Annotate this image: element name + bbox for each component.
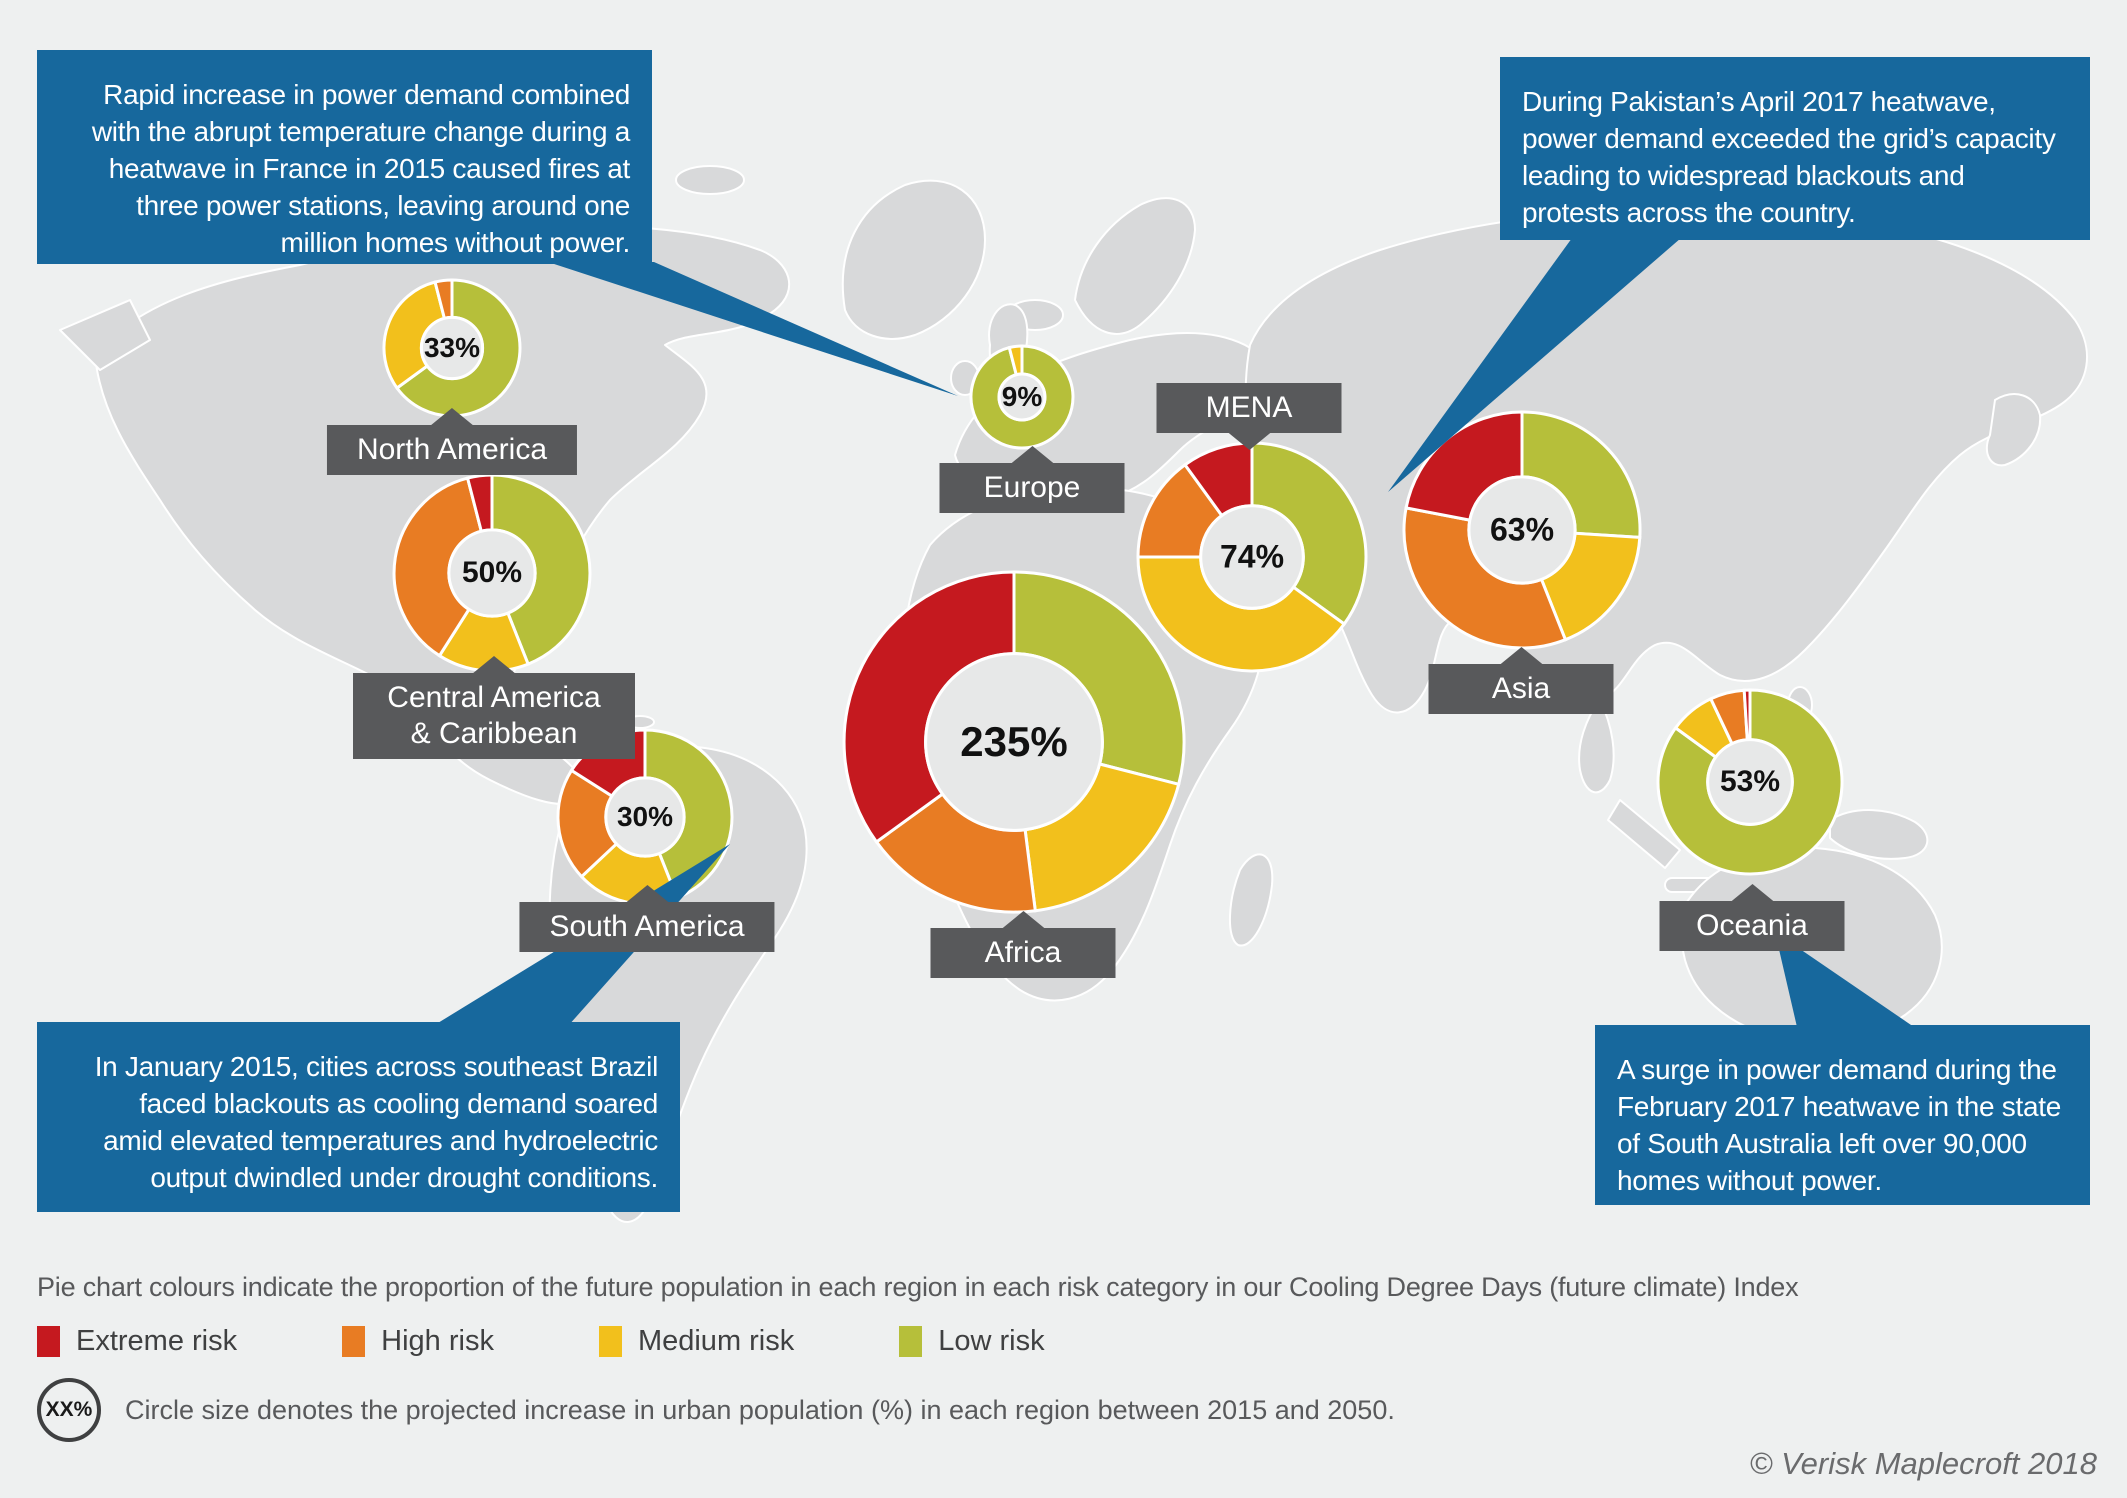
island-japan [1985,393,2042,467]
region-scandinavia [1074,197,1196,335]
region-label-text: Asia [1491,672,1551,705]
extreme-risk-swatch-icon [37,1326,60,1357]
callout-pakistan: During Pakistan’s April 2017 heatwave, p… [1500,57,2090,240]
region-label-asia: Asia [1428,647,1614,714]
island-sumatra [1607,799,1681,869]
circle-size-icon: XX% [37,1378,101,1442]
donut-hole [997,372,1047,422]
high-risk-swatch-icon [342,1326,366,1357]
donut-chart-africa [842,570,1186,914]
callout-australia: A surge in power demand during the Febru… [1595,1025,2090,1205]
copyright: © Verisk Maplecroft 2018 [1749,1446,2097,1481]
callout-brazil: In January 2015, cities across southeast… [37,1022,680,1212]
risk-legend: Extreme risk High risk Medium risk Low r… [37,1325,1798,1358]
region-label-mena: MENA [1156,383,1342,450]
label-pointer-icon [1001,911,1045,929]
donut-center-value-north-america: 33% [423,332,481,363]
donut-hole [419,315,485,381]
donut-chart-central-america-caribbean [392,473,592,673]
legend-item-low-risk: Low risk [899,1325,1045,1358]
donut-center-value-africa: 235% [960,718,1068,765]
low-risk-swatch-icon [899,1326,923,1357]
label-pointer-icon [472,656,516,674]
donut-center-value-europe: 9% [1001,381,1043,412]
callout-pointer-france [548,262,958,396]
medium-risk-swatch-icon [598,1326,622,1357]
donut-chart-mena [1136,441,1368,673]
donut-hole [447,528,537,618]
region-label-text: South America [549,910,745,943]
region-label-africa: Africa [930,911,1116,978]
legend-note: Pie chart colours indicate the proportio… [37,1272,1799,1302]
region-label-oceania: Oceania [1659,884,1845,951]
label-pointer-icon [1730,884,1774,902]
label-pointer-icon [624,885,669,903]
legend-label: Medium risk [637,1325,795,1357]
island-greenland [841,179,986,340]
region-label-text: Oceania [1696,909,1808,942]
island-new-guinea [1829,809,1929,860]
region-label-text: North America [356,433,548,466]
donut-hole [604,776,686,858]
donut-center-value-oceania: 53% [1719,765,1781,798]
legend-item-extreme-risk: Extreme risk [37,1325,237,1358]
label-pointer-icon [429,408,474,426]
region-label-text: Europe [983,471,1081,504]
label-pointer-icon [1227,432,1271,450]
donut-chart-asia [1402,410,1642,650]
legend-label: Extreme risk [76,1325,238,1357]
label-pointer-icon [1010,446,1054,464]
region-malay-peninsula [1578,699,1615,794]
callout-pointer-australia [1775,932,1914,1027]
donut-chart-north-america [382,278,522,418]
label-pointer-icon [1499,647,1543,665]
circle-size-note: Circle size denotes the projected increa… [125,1394,1395,1425]
region-label-text: Africa [984,936,1062,969]
donut-center-value-mena: 74% [1219,538,1285,575]
island-madagascar [1229,853,1274,947]
donut-chart-oceania [1656,688,1844,876]
callout-france: Rapid increase in power demand combined … [37,50,652,264]
donut-center-value-central-america: 50% [461,556,523,589]
donut-center-value-south-america: 30% [616,801,674,832]
legend-label: High risk [381,1325,494,1357]
donut-hole [1467,475,1577,585]
callout-pointer-pakistan [1388,238,1681,492]
legend-item-high-risk: High risk [342,1325,494,1358]
footer: Pie chart colours indicate the proportio… [37,1272,1799,1442]
donut-hole [924,652,1104,832]
island-arctic-2 [675,165,745,195]
legend-item-medium-risk: Medium risk [598,1325,795,1358]
circle-size-note-row: XX% Circle size denotes the projected in… [37,1378,1798,1442]
region-label-south-america: South America [519,885,775,952]
region-label-text: MENA [1205,391,1293,424]
donut-chart-europe [969,344,1075,450]
region-label-europe: Europe [939,446,1125,513]
region-label-central-america: Central America & Caribbean [353,656,635,759]
region-label-text: Central America & Caribbean [387,681,601,750]
region-alaska [59,299,151,371]
donut-hole [1706,738,1794,826]
region-label-north-america: North America [326,408,578,475]
donut-hole [1199,504,1305,610]
legend-label: Low risk [938,1325,1045,1357]
donut-center-value-asia: 63% [1489,511,1555,548]
